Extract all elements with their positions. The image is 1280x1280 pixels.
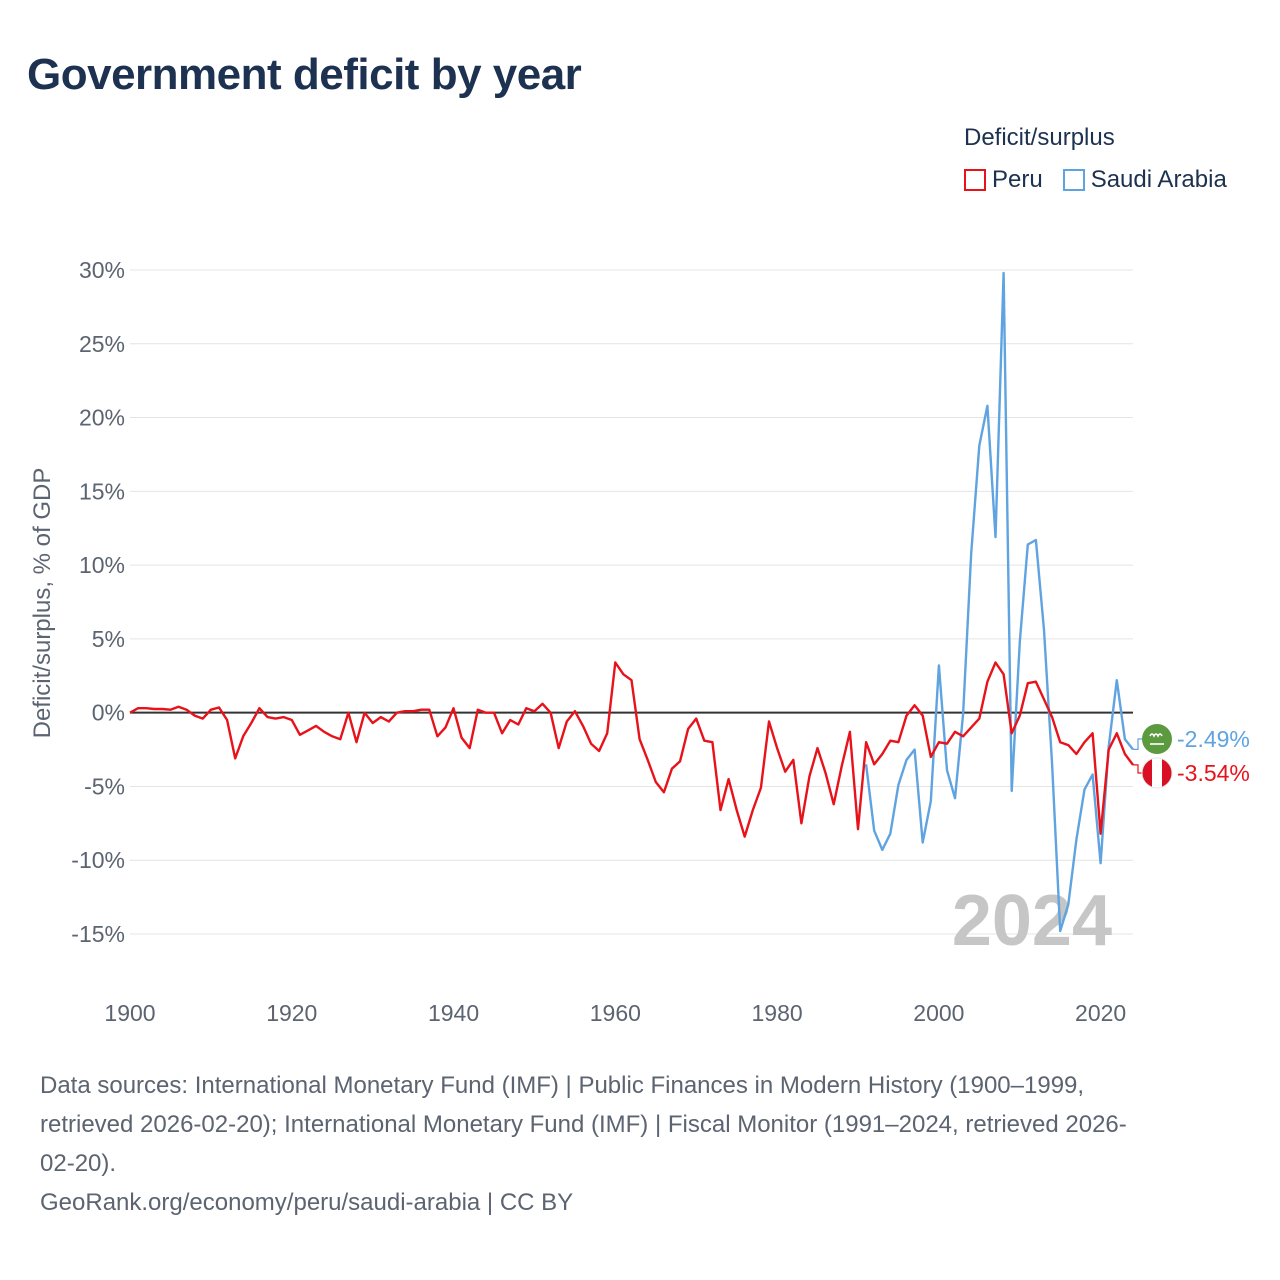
y-axis-label: Deficit/surplus, % of GDP [29,468,56,739]
y-tick-label: 25% [79,331,125,357]
y-tick-label: -5% [84,773,125,799]
legend-title: Deficit/surplus [964,124,1115,151]
x-tick-label: 1960 [590,1000,641,1026]
end-value-label-saudi-arabia: -2.49% [1177,726,1250,752]
y-tick-label: -10% [71,847,125,873]
y-tick-label: 5% [92,626,125,652]
legend-item-saudi-arabia[interactable]: Saudi Arabia [1062,166,1227,194]
legend-label-peru: Peru [992,166,1043,193]
y-tick-label: 30% [79,257,125,283]
x-tick-label: 1980 [752,1000,803,1026]
page-title: Government deficit by year [27,50,582,99]
legend-swatch-peru [964,169,986,191]
y-tick-label: 20% [79,405,125,431]
grid-lines [130,269,1133,935]
series-line-peru[interactable] [129,661,1134,838]
footer: Data sources: International Monetary Fun… [40,1066,1240,1222]
x-tick-label: 1920 [266,1000,317,1026]
year-watermark: 2024 [952,881,1112,961]
legend-swatch-saudi-arabia [1062,169,1085,191]
end-label-connector-saudi-arabia [1133,738,1142,751]
x-tick-label: 2000 [913,1000,964,1026]
end-value-label-peru: -3.54% [1177,760,1250,786]
footer-source-line-2: retrieved 2026-02-20); International Mon… [40,1111,1127,1138]
end-label-connector-peru [1133,764,1142,774]
footer-credit[interactable]: GeoRank.org/economy/peru/saudi-arabia | … [40,1189,574,1216]
footer-source-line-3: 02-20). [40,1150,117,1177]
y-tick-label: 15% [79,478,125,504]
legend-label-saudi-arabia: Saudi Arabia [1090,166,1227,193]
y-tick-label: 0% [92,700,125,726]
chart: 30%25%20%15%10%5%0%-5%-10%-15% 1900 1920 1… [29,257,1250,1026]
x-tick-label: 2020 [1075,1000,1126,1026]
x-tick-label: 1940 [428,1000,479,1026]
y-tick-label: 10% [79,552,125,578]
series-line-saudi-arabia[interactable] [864,271,1134,933]
legend: Peru Saudi Arabia [964,166,1227,194]
y-tick-label: -15% [71,921,125,947]
y-axis-ticks: 30% 25% 20% 15% 10% 5% 0% -5% -10% -15% [71,257,125,947]
series-lines [129,271,1134,933]
footer-source-line-1: Data sources: International Monetary Fun… [40,1072,1085,1099]
peru-flag-icon [1141,757,1173,789]
end-labels: -3.54% -2.49% [1133,724,1250,789]
x-axis-ticks: 1900 1920 1940 1960 1980 2000 2020 [104,1000,1126,1026]
x-tick-label: 1900 [104,1000,155,1026]
saudi-arabia-flag-icon [1142,724,1172,754]
legend-item-peru[interactable]: Peru [964,166,1043,194]
